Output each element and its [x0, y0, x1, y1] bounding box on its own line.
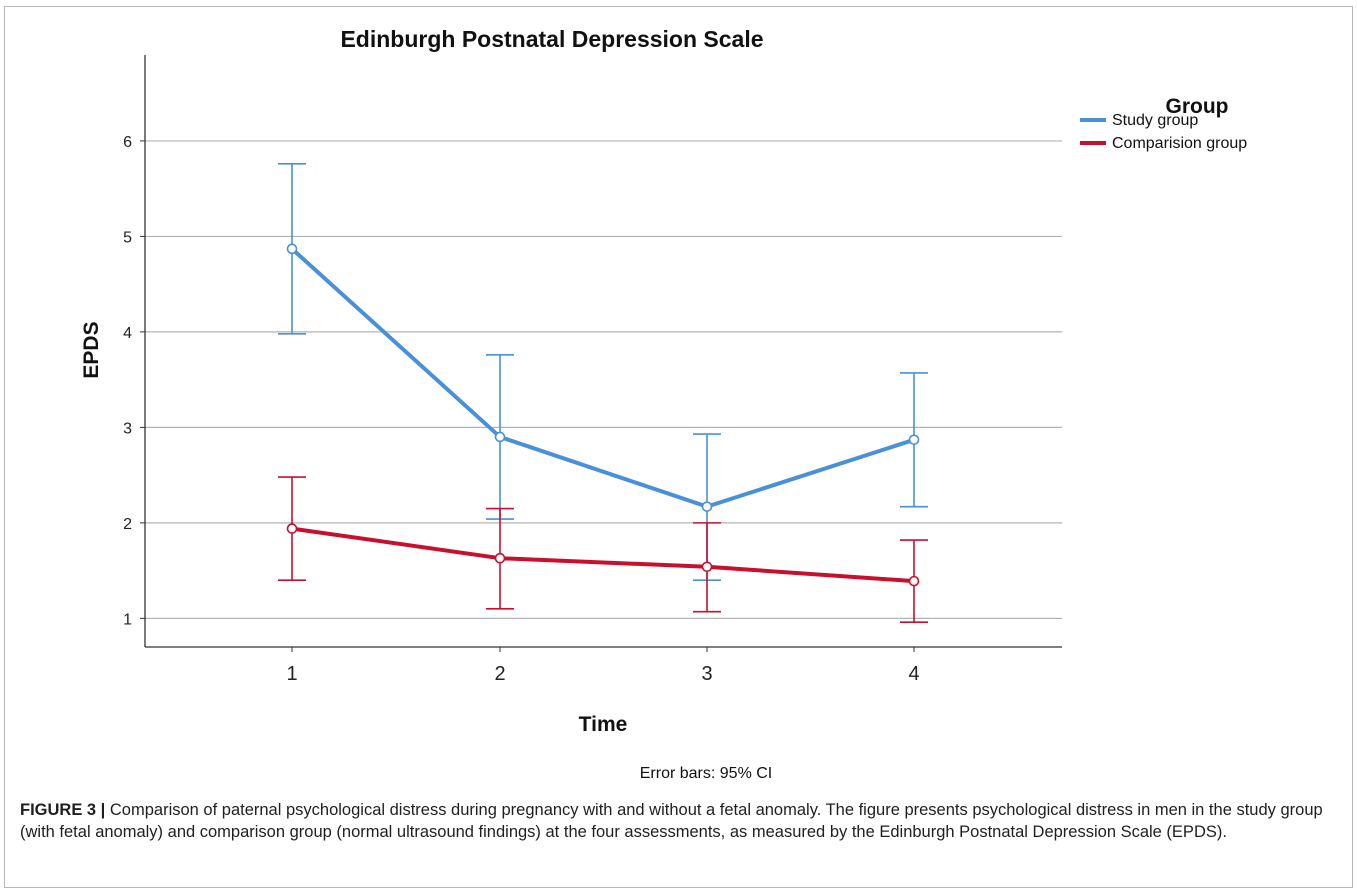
- grid-lines: [145, 140, 1062, 619]
- data-point-comparision-group-4: [908, 575, 920, 587]
- y-tick-label-1: 1: [123, 611, 132, 628]
- data-point-comparision-group-3: [701, 561, 713, 573]
- figure-caption-text: Comparison of paternal psychological dis…: [20, 801, 1323, 841]
- data-point-study-group-1: [286, 243, 298, 255]
- legend-title: Group: [1166, 95, 1229, 118]
- series-line-comparision-group: [290, 526, 916, 584]
- y-axis-label: EPDS: [80, 321, 103, 378]
- legend-label-study-group: Study group: [1112, 112, 1198, 129]
- series-study-group: [278, 163, 928, 581]
- legend-label-comparision-group: Comparision group: [1112, 135, 1247, 152]
- series-line-study-group: [290, 246, 916, 509]
- x-tick-label-2: 2: [494, 663, 505, 685]
- data-point-comparision-group-2: [494, 552, 506, 564]
- figure-frame: [4, 6, 1353, 888]
- series-comparision-group: [278, 476, 928, 623]
- y-tick-label-4: 4: [123, 325, 132, 342]
- chart-title: Edinburgh Postnatal Depression Scale: [340, 26, 763, 52]
- series-layer: [278, 163, 928, 623]
- x-tick-label-3: 3: [701, 663, 712, 685]
- data-point-study-group-4: [908, 434, 920, 446]
- y-tick-label-3: 3: [123, 420, 132, 437]
- y-tick-label-6: 6: [123, 134, 132, 151]
- figure-caption: FIGURE 3 | Comparison of paternal psycho…: [20, 799, 1338, 843]
- y-tick-label-5: 5: [123, 229, 132, 246]
- figure-caption-label: FIGURE 3 |: [20, 801, 106, 819]
- x-ticks: 1 2 3 4: [286, 647, 920, 685]
- data-point-study-group-3: [701, 501, 713, 512]
- x-axis-label: Time: [579, 713, 628, 736]
- legend: Group Study group Comparision group: [1080, 95, 1247, 152]
- y-ticks: 1 2 3 4 5 6: [123, 134, 145, 628]
- error-bar-note: Error bars: 95% CI: [640, 765, 772, 782]
- x-tick-label-4: 4: [908, 663, 919, 685]
- data-point-comparision-group-1: [286, 523, 298, 534]
- data-point-study-group-2: [494, 431, 506, 443]
- y-tick-label-2: 2: [123, 516, 132, 533]
- x-tick-label-1: 1: [286, 663, 297, 685]
